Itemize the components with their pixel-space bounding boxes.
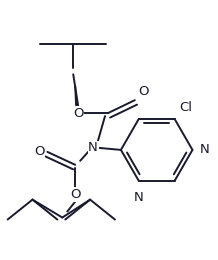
- Text: N: N: [199, 144, 209, 157]
- Text: O: O: [73, 107, 83, 120]
- Text: O: O: [70, 188, 80, 201]
- Text: O: O: [138, 85, 148, 98]
- Text: O: O: [34, 145, 44, 158]
- Text: Cl: Cl: [180, 101, 192, 114]
- Text: N: N: [88, 141, 98, 154]
- Text: N: N: [134, 191, 144, 204]
